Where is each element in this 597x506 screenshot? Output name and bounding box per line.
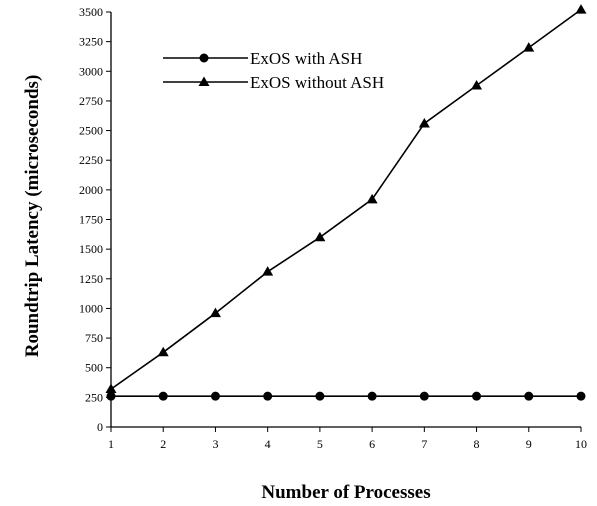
y-tick-label: 3500 [79,5,103,19]
legend-item-with-ash: ExOS with ASH [163,49,362,68]
x-tick-label: 8 [474,437,480,451]
x-ticks: 1 2 3 4 5 6 7 8 9 10 [108,427,587,451]
y-tick-label: 2250 [79,153,103,167]
data-point-triangle [523,42,535,52]
x-tick-label: 10 [575,437,587,451]
y-tick-label: 250 [85,390,103,404]
x-tick-label: 1 [108,437,114,451]
legend-marker-triangle [198,76,210,86]
x-tick-label: 5 [317,437,323,451]
legend-label-with-ash: ExOS with ASH [250,49,362,68]
data-point-circle [367,391,377,401]
y-tick-label: 500 [85,361,103,375]
y-tick-label: 3000 [79,64,103,78]
y-tick-label: 2000 [79,183,103,197]
x-axis-title: Number of Processes [261,482,430,503]
x-tick-label: 9 [526,437,532,451]
y-tick-label: 2500 [79,124,103,138]
y-tick-label: 2750 [79,94,103,108]
data-point-circle [524,391,534,401]
data-point-triangle [314,231,326,242]
data-point-triangle [157,346,169,357]
x-tick-label: 2 [160,437,166,451]
y-tick-label: 1750 [79,213,103,227]
data-point-triangle [105,383,117,394]
data-point-triangle [209,307,221,318]
data-point-circle [315,391,325,401]
y-tick-label: 1000 [79,301,103,315]
y-tick-label: 750 [85,331,103,345]
data-point-circle [210,391,220,401]
x-tick-label: 4 [265,437,271,451]
y-tick-label: 3250 [79,35,103,49]
y-tick-label: 1250 [79,272,103,286]
data-point-triangle [262,266,274,276]
series-line-without-ash [110,8,582,390]
data-point-triangle [575,4,587,14]
data-point-triangle [471,80,483,90]
data-point-triangle [366,193,378,204]
x-tick-label: 6 [369,437,375,451]
legend: ExOS with ASH ExOS without ASH [163,49,384,92]
legend-label-without-ash: ExOS without ASH [250,73,384,92]
series-layer [105,4,587,401]
y-tick-label: 0 [97,420,103,434]
data-point-circle [106,391,116,401]
legend-item-without-ash: ExOS without ASH [163,73,384,92]
legend-marker-circle [199,53,209,63]
x-tick-label: 7 [421,437,427,451]
data-point-circle [419,391,429,401]
data-point-circle [576,391,586,401]
y-ticks: 0 250 500 750 1000 1250 1500 1750 2000 2250 2500 27… [79,5,111,434]
y-tick-label: 1500 [79,242,103,256]
x-tick-label: 3 [212,437,218,451]
data-point-circle [158,391,168,401]
data-point-circle [472,391,482,401]
y-axis-title: Roundtrip Latency (microseconds) [22,75,43,358]
data-point-circle [263,391,273,401]
data-point-triangle [418,117,430,128]
